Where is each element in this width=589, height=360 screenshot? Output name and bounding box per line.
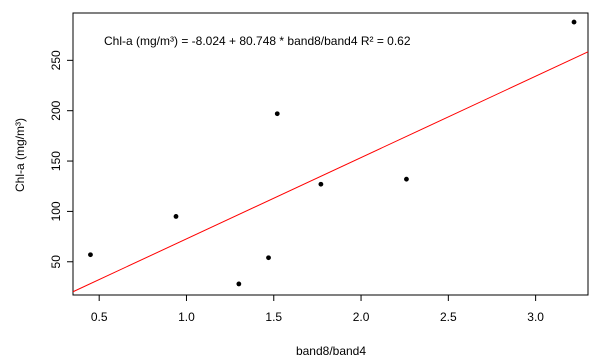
regression-line — [72, 51, 589, 293]
x-tick-label: 2.5 — [440, 310, 457, 324]
data-point-5 — [274, 111, 280, 117]
y-tick-label: 200 — [49, 100, 63, 120]
x-tick-label: 1.0 — [178, 310, 195, 324]
y-tick-label: 150 — [49, 151, 63, 171]
y-axis: 50 100 150 200 250 — [49, 50, 73, 268]
data-point-3 — [236, 281, 242, 287]
y-tick-label: 50 — [49, 255, 63, 269]
x-tick-label: 3.0 — [527, 310, 544, 324]
data-point-7 — [404, 176, 409, 182]
data-point-6 — [318, 181, 324, 187]
data-point-4 — [266, 255, 271, 261]
y-tick-label: 100 — [49, 201, 63, 221]
x-tick-label: 0.5 — [91, 310, 108, 324]
x-axis: 0.5 1.0 1.5 2.0 2.5 3.0 — [91, 295, 544, 324]
regression-equation-annotation: Chl-a (mg/m³) = -8.024 + 80.748 * band8/… — [104, 34, 411, 48]
x-tick-label: 1.5 — [265, 310, 282, 324]
x-axis-label: band8/band4 — [296, 344, 366, 358]
regression-layer — [72, 51, 589, 293]
data-point-1 — [88, 252, 93, 258]
y-axis-label: Chl-a (mg/m³) — [13, 118, 27, 192]
y-tick-label: 250 — [49, 50, 63, 70]
plot-frame — [72, 12, 589, 296]
data-point-2 — [173, 214, 179, 219]
data-point-8 — [571, 19, 577, 25]
points-layer — [88, 19, 577, 287]
x-tick-label: 2.0 — [353, 310, 370, 324]
